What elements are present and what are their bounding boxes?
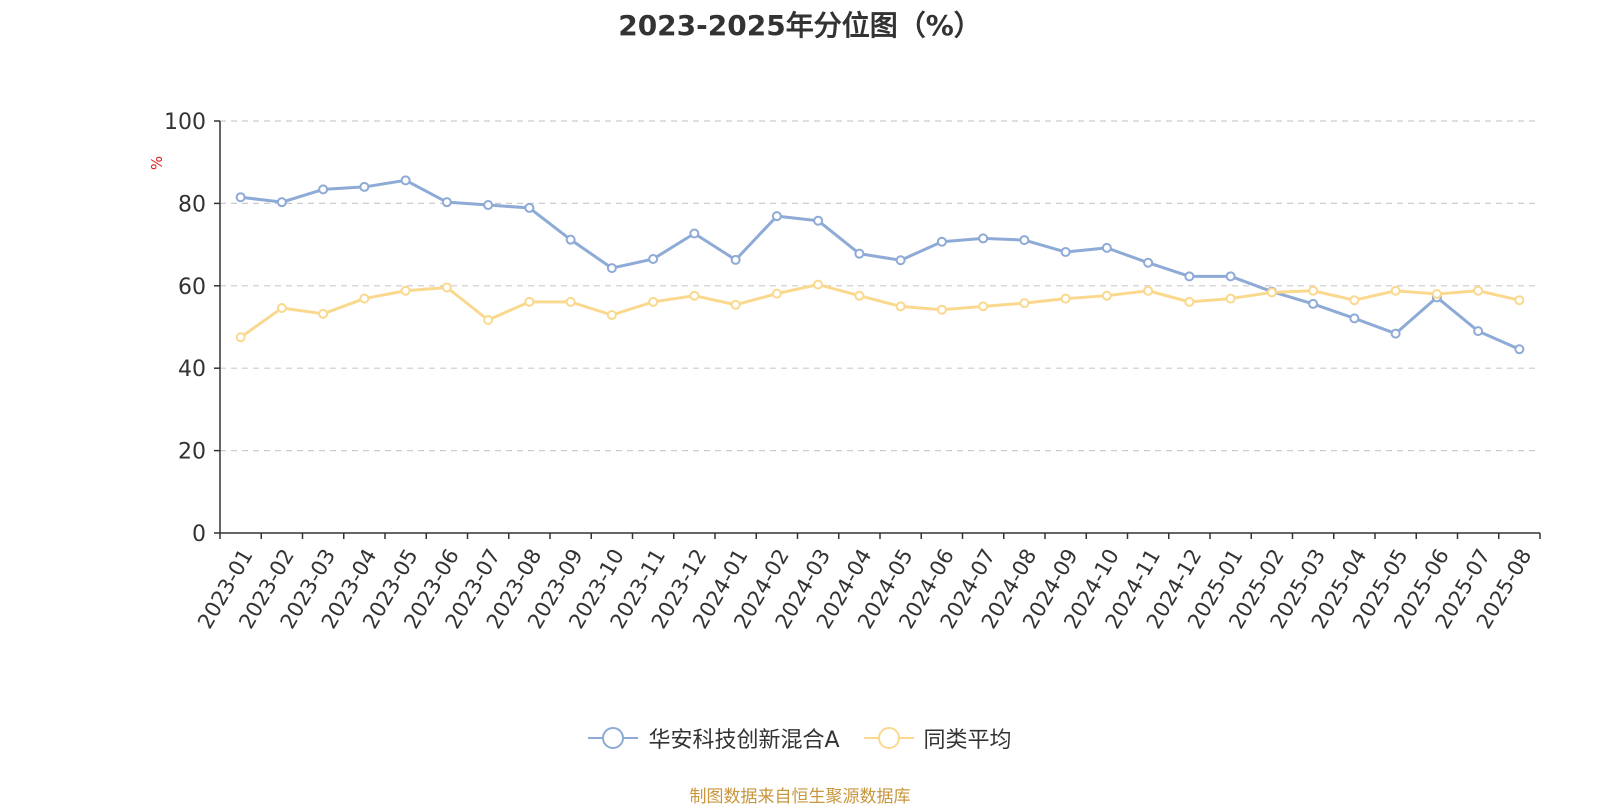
series-line-1 [239, 283, 1520, 339]
series-0-point-2023-01 [235, 192, 246, 203]
legend-item-peer-average[interactable]: 同类平均 [863, 722, 1012, 754]
series-1-point-2024-09 [1060, 293, 1071, 304]
series-0-point-2024-10 [1101, 242, 1112, 253]
series-0-point-2025-03 [1308, 298, 1319, 309]
series-1-point-2025-07 [1473, 285, 1484, 296]
series-0-point-2025-07 [1473, 326, 1484, 337]
series-1-point-2024-06 [936, 304, 947, 315]
series-1-point-2024-03 [813, 279, 824, 290]
series-0-point-2023-06 [441, 197, 452, 208]
series [235, 175, 1525, 355]
legend-label-fund: 华安科技创新混合A [648, 728, 840, 753]
y-tick-label-0: 0 [192, 522, 206, 547]
series-1-point-2025-08 [1514, 295, 1525, 306]
series-0 [235, 175, 1525, 355]
series-1-point-2024-01 [730, 299, 741, 310]
series-0-point-2023-10 [606, 263, 617, 274]
series-1-point-2025-05 [1390, 285, 1401, 296]
series-1-point-2023-06 [441, 282, 452, 293]
series-0-point-2025-04 [1349, 313, 1360, 324]
series-1-point-2024-08 [1019, 298, 1030, 309]
series-0-point-2024-05 [895, 255, 906, 266]
series-1-point-2023-07 [483, 314, 494, 325]
series-0-point-2024-07 [978, 233, 989, 244]
series-0-point-2024-09 [1060, 247, 1071, 258]
series-0-point-2024-04 [854, 248, 865, 259]
series-1-point-2023-11 [648, 296, 659, 307]
legend-swatch-peer-average [863, 726, 914, 750]
series-0-point-2023-04 [359, 181, 370, 192]
series-1-point-2024-10 [1101, 290, 1112, 301]
series-1-point-2023-10 [606, 310, 617, 321]
series-0-point-2024-02 [771, 211, 782, 222]
series-0-point-2023-03 [318, 184, 329, 195]
series-0-point-2023-07 [483, 200, 494, 211]
legend: 华安科技创新混合A 同类平均 [0, 722, 1600, 754]
series-1-point-2023-12 [689, 290, 700, 301]
series-1-point-2024-07 [978, 301, 989, 312]
series-0-point-2023-08 [524, 202, 535, 213]
x-axis-ticks: 2023-012023-022023-032023-042023-052023-… [193, 533, 1541, 633]
series-1-point-2023-05 [400, 285, 411, 296]
y-tick-label-40: 40 [178, 357, 206, 382]
y-tick-label-80: 80 [178, 192, 206, 217]
series-0-point-2024-06 [936, 236, 947, 247]
series-1-point-2023-08 [524, 296, 535, 307]
series-0-point-2024-03 [813, 215, 824, 226]
series-1-point-2023-03 [318, 308, 329, 319]
series-line-0 [240, 178, 1520, 351]
chart-title: 2023-2025年分位图（%） [618, 9, 982, 42]
y-tick-label-60: 60 [178, 275, 206, 300]
series-0-point-2024-12 [1184, 271, 1195, 282]
grid-lines [220, 120, 1540, 452]
series-0-point-2023-11 [648, 254, 659, 265]
series-1-point-2024-05 [895, 301, 906, 312]
series-1-point-2025-04 [1349, 295, 1360, 306]
legend-swatch-fund [588, 726, 639, 750]
series-0-point-2023-12 [689, 228, 700, 239]
legend-item-fund[interactable]: 华安科技创新混合A [588, 722, 840, 754]
series-0-point-2025-05 [1390, 328, 1401, 339]
series-0-point-2023-09 [565, 234, 576, 245]
y-tick-label-100: 100 [164, 110, 206, 135]
source-note: 制图数据来自恒生聚源数据库 [689, 787, 911, 807]
series-0-point-2024-01 [730, 254, 741, 265]
y-axis-unit-label: % [148, 156, 166, 170]
y-tick-label-20: 20 [178, 440, 206, 465]
series-0-point-2023-05 [400, 175, 411, 186]
series-0-point-2025-01 [1225, 271, 1236, 282]
series-1-point-2024-02 [771, 288, 782, 299]
series-1-point-2025-06 [1431, 289, 1442, 300]
series-0-point-2025-08 [1514, 344, 1525, 355]
series-1-point-2024-04 [854, 290, 865, 301]
series-1-point-2025-01 [1225, 293, 1236, 304]
y-axis-ticks: 0 20 40 60 80 100 [164, 110, 220, 547]
series-1-point-2023-09 [565, 296, 576, 307]
series-1-point-2025-03 [1308, 285, 1319, 296]
axes [219, 121, 1540, 534]
series-1 [235, 279, 1525, 343]
series-1-point-2023-02 [276, 303, 287, 314]
legend-label-peer-average: 同类平均 [923, 728, 1012, 753]
series-0-point-2024-08 [1019, 235, 1030, 246]
series-1-point-2024-11 [1143, 285, 1154, 296]
series-1-point-2023-04 [359, 293, 370, 304]
series-0-point-2024-11 [1143, 257, 1154, 268]
series-1-point-2024-12 [1184, 296, 1195, 307]
series-1-point-2025-02 [1266, 287, 1277, 298]
series-1-point-2023-01 [235, 332, 246, 343]
series-0-point-2023-02 [276, 197, 287, 208]
